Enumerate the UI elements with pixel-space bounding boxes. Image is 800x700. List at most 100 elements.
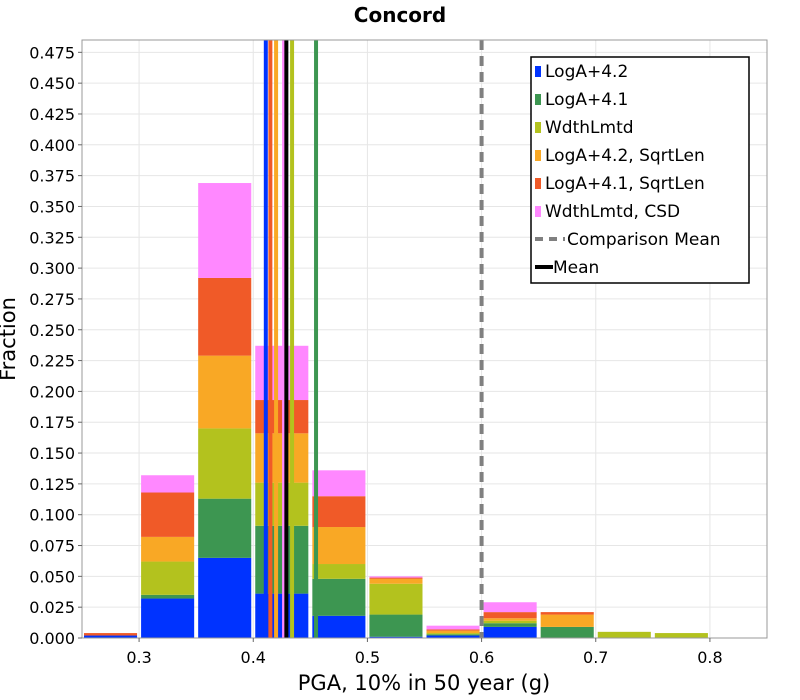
bar-segment [540,614,594,627]
bar-segment [483,612,537,619]
grid [82,40,767,639]
bar-segment [141,594,195,599]
legend-label: Comparison Mean [567,230,721,250]
y-tick-label: 0.000 [29,629,75,648]
y-tick-label: 0.425 [29,105,75,124]
x-tick-label: 0.8 [697,648,722,667]
bar-segment [141,492,195,537]
bar-segment [255,433,309,483]
y-tick-label: 0.100 [29,506,75,525]
bar-segment [198,557,252,638]
bar-segment [540,626,594,638]
legend-label: Mean [553,258,599,278]
y-tick-label: 0.325 [29,228,75,247]
y-tick-label: 0.350 [29,197,75,216]
bar-segment [141,475,195,493]
y-tick-label: 0.450 [29,74,75,93]
bar-segment [426,625,480,630]
bar-segment [255,345,309,401]
legend-label: LogA+4.1 [545,90,628,110]
y-tick-label: 0.050 [29,567,75,586]
legend-swatch [535,94,541,105]
y-tick-label: 0.250 [29,321,75,340]
x-axis-label: PGA, 10% in 50 year (g) [298,671,550,695]
legend: LogA+4.2 LogA+4.1 WdthLmtd LogA+4.2, SqrtLe… [530,56,750,284]
bar-segment [483,620,537,624]
y-tick-label: 0.025 [29,598,75,617]
bar-segment [198,498,252,558]
legend-label: WdthLmtd [545,118,634,138]
chart-title: Concord [354,3,446,27]
bar-segment [312,578,366,616]
bar-segment [369,614,423,637]
y-tick-label: 0.400 [29,136,75,155]
y-tick-label: 0.200 [29,382,75,401]
legend-label: LogA+4.2, SqrtLen [545,146,705,166]
legend-swatch [535,178,541,189]
bar-segment [483,618,537,621]
legend-box [530,56,750,284]
bar-segment [255,593,309,638]
bar-segment [369,636,423,638]
bar-segment [84,635,138,638]
x-tick-label: 0.4 [241,648,266,667]
y-tick-label: 0.375 [29,167,75,186]
bar-segment [198,355,252,429]
bar-segment [369,583,423,615]
bar-segment [255,400,309,434]
bar-segment [255,525,309,594]
x-tick-label: 0.7 [583,648,608,667]
bar-segment [426,634,480,636]
y-tick-label: 0.075 [29,537,75,556]
mean-lines [263,40,484,638]
bar-segment [483,602,537,613]
bar-segment [141,536,195,562]
y-tick-label: 0.475 [29,43,75,62]
bar-segment [312,615,366,638]
y-tick-label: 0.275 [29,290,75,309]
bar-segment [84,633,138,636]
bar-segment [198,183,252,278]
legend-label: LogA+4.1, SqrtLen [545,174,705,194]
y-tick-label: 0.150 [29,444,75,463]
legend-swatch [535,150,541,161]
y-tick-label: 0.225 [29,352,75,371]
bar-segment [312,527,366,565]
y-axis-label: Fraction [0,297,20,381]
bar-segment [312,564,366,579]
bar-segment [426,629,480,631]
legend-swatch [535,66,541,77]
y-tick-label: 0.175 [29,413,75,432]
bar-segment [483,623,537,627]
bar-segment [198,277,252,356]
y-tick-label: 0.300 [29,259,75,278]
y-tick-label: 0.125 [29,475,75,494]
legend-swatch [535,206,541,217]
bar-segment [312,470,366,497]
x-tick-label: 0.6 [469,648,494,667]
y-axis-ticks: 0.000 0.025 0.050 0.075 0.100 0.125 0.150 0.175… [29,43,82,648]
legend-label: LogA+4.2 [545,62,628,82]
bar-segment [141,598,195,638]
bar-segment [198,428,252,499]
bar-segment [369,576,423,578]
x-axis-ticks: 0.3 0.4 0.5 0.6 0.7 0.8 [126,638,723,667]
bar-segment [654,633,708,638]
legend-label: WdthLmtd, CSD [545,202,680,222]
bar-segment [540,612,594,615]
bar-segment [597,631,651,638]
x-tick-label: 0.5 [355,648,380,667]
bar-segment [369,577,423,579]
bar-segment [426,635,480,638]
bar-segment [369,578,423,584]
bar-segment [312,496,366,528]
bar-segment [255,482,309,526]
bar-segment [483,626,537,638]
plot-frame [81,39,768,639]
legend-swatch [535,122,541,133]
bar-segment [426,633,480,635]
bar-segment [141,561,195,595]
x-tick-label: 0.3 [126,648,151,667]
bar-segment [426,630,480,634]
